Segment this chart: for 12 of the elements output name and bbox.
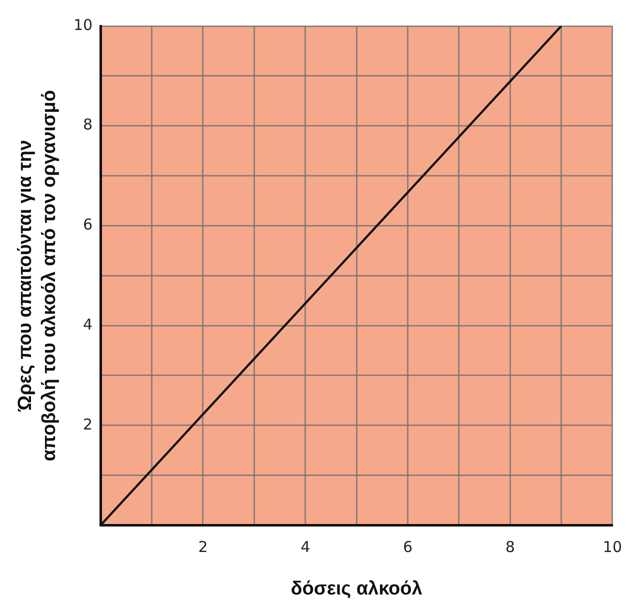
y-axis-title: Ώρες που απαιτούνται για την αποβολή του αλκοόλ από τον οργανισμό <box>15 90 60 462</box>
x-tick-label: 6 <box>402 538 412 556</box>
x-tick-label: 2 <box>198 538 208 556</box>
y-tick-label: 2 <box>83 415 93 434</box>
x-axis-title: δόσεις αλκοόλ <box>290 578 423 600</box>
y-tick-label: 4 <box>83 315 93 334</box>
y-tick-label: 8 <box>83 116 93 134</box>
y-tick-label: 6 <box>83 216 93 234</box>
x-tick-label: 4 <box>300 538 310 556</box>
x-tick-label: 8 <box>505 538 515 556</box>
y-tick-label: 10 <box>73 16 93 34</box>
x-tick-label: 10 <box>602 538 622 556</box>
